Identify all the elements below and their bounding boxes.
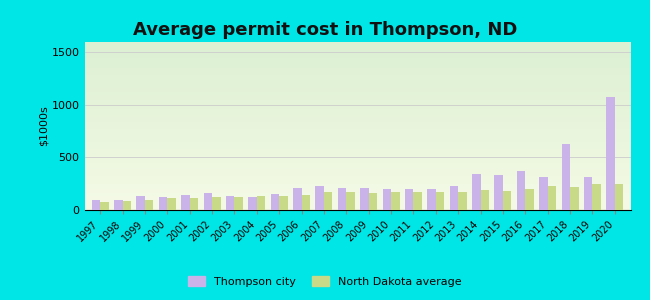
Bar	[525, 189, 534, 210]
Bar	[338, 188, 346, 210]
Bar	[145, 200, 153, 210]
Bar	[369, 193, 377, 210]
Bar	[436, 192, 445, 210]
Bar	[360, 188, 369, 210]
Bar	[203, 193, 212, 210]
Bar	[570, 187, 578, 210]
Bar	[123, 200, 131, 210]
Bar	[257, 196, 265, 210]
Bar	[584, 177, 592, 210]
Bar	[92, 200, 100, 210]
Bar	[548, 186, 556, 210]
Bar	[540, 177, 548, 210]
Bar	[413, 192, 422, 210]
Bar	[302, 195, 310, 210]
Bar	[280, 196, 288, 210]
Bar	[615, 184, 623, 210]
Bar	[391, 192, 400, 210]
Bar	[270, 194, 280, 210]
Text: Average permit cost in Thompson, ND: Average permit cost in Thompson, ND	[133, 21, 517, 39]
Bar	[562, 144, 570, 210]
Bar	[472, 174, 480, 210]
Bar	[592, 184, 601, 210]
Bar	[517, 171, 525, 210]
Bar	[293, 188, 302, 210]
Bar	[212, 197, 220, 210]
Bar	[226, 196, 235, 210]
Bar	[248, 197, 257, 210]
Bar	[324, 192, 332, 210]
Bar	[405, 189, 413, 210]
Bar	[136, 196, 145, 210]
Bar	[458, 192, 467, 210]
Bar	[346, 192, 355, 210]
Bar	[100, 202, 109, 210]
Bar	[503, 191, 512, 210]
Bar	[495, 175, 503, 210]
Bar	[235, 197, 243, 210]
Bar	[159, 197, 167, 210]
Legend: Thompson city, North Dakota average: Thompson city, North Dakota average	[184, 272, 466, 291]
Bar	[181, 195, 190, 210]
Bar	[114, 200, 123, 210]
Bar	[606, 97, 615, 210]
Bar	[167, 199, 176, 210]
Y-axis label: $1000s: $1000s	[39, 106, 49, 146]
Bar	[480, 190, 489, 210]
Bar	[450, 186, 458, 210]
Bar	[315, 186, 324, 210]
Bar	[190, 199, 198, 210]
Bar	[427, 189, 436, 210]
Bar	[383, 189, 391, 210]
